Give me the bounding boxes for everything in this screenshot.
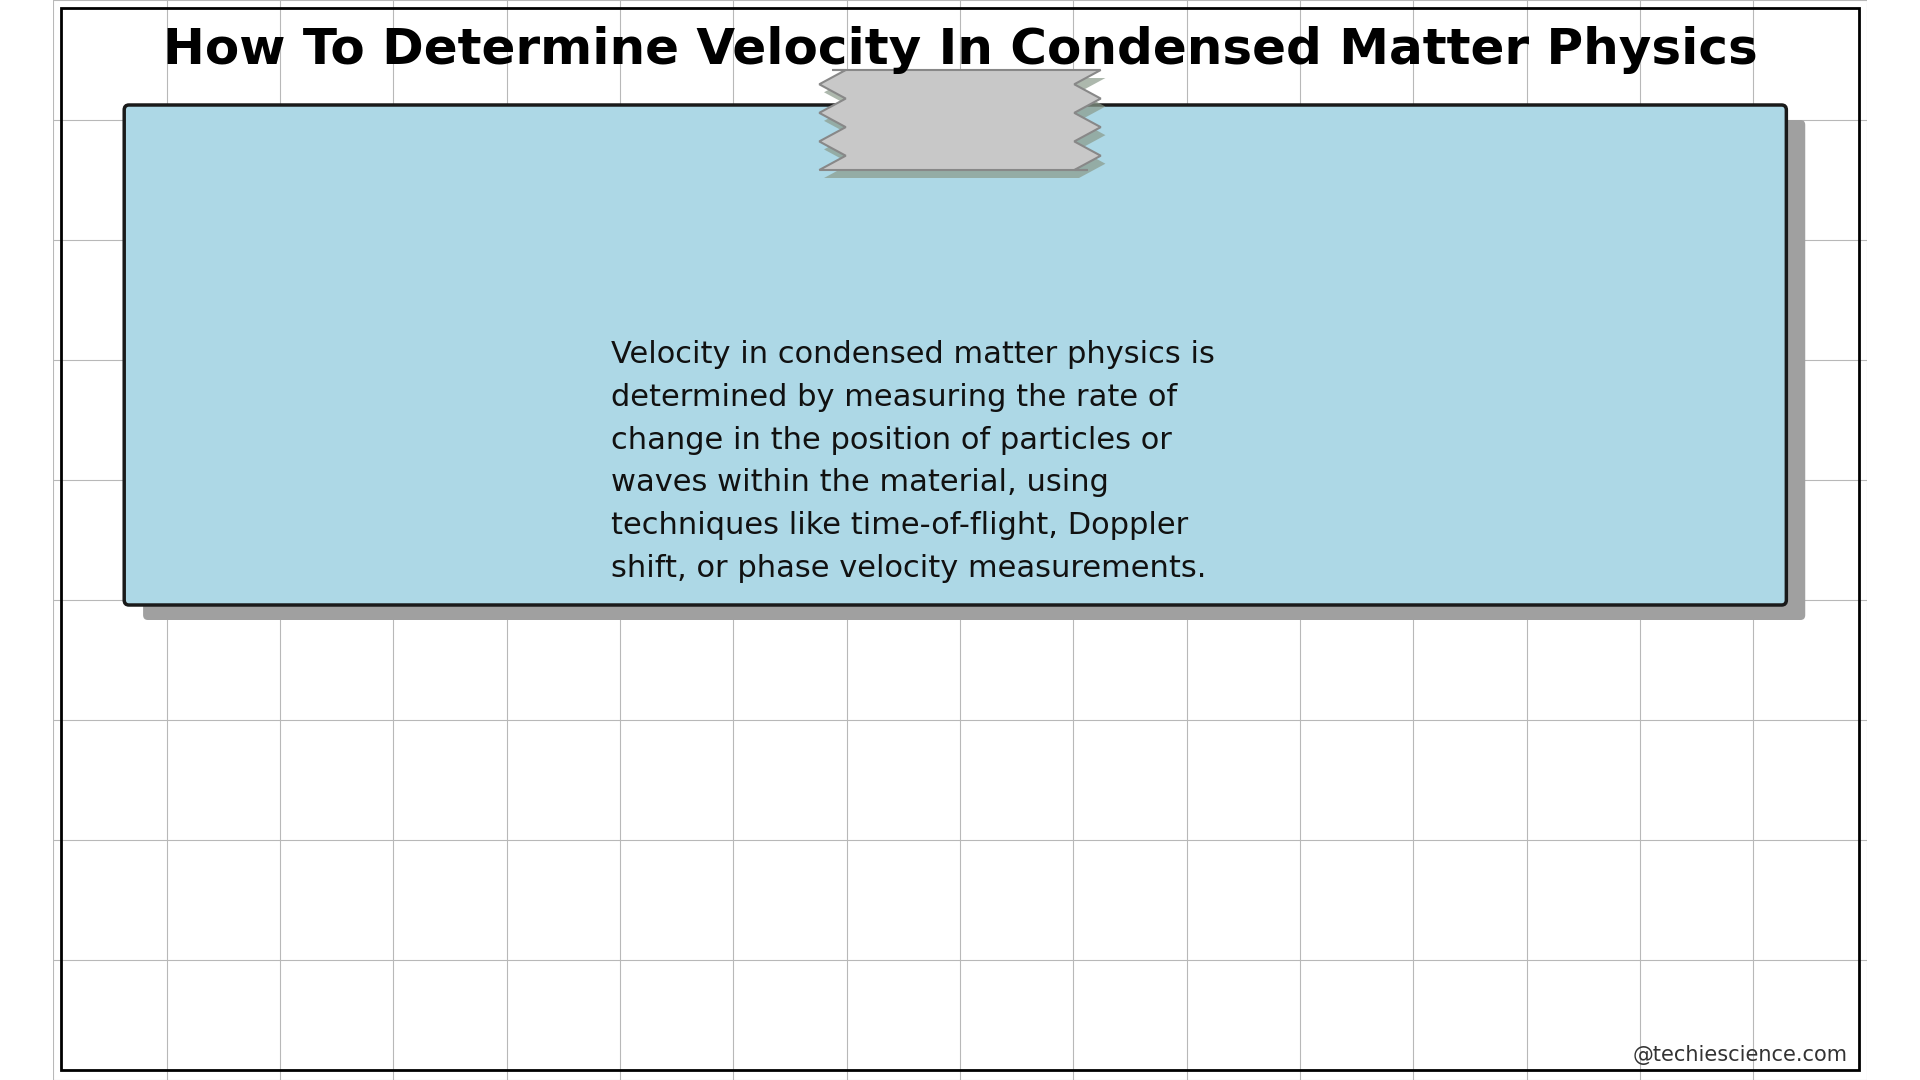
FancyBboxPatch shape (144, 120, 1805, 620)
Text: Velocity in condensed matter physics is
determined by measuring the rate of
chan: Velocity in condensed matter physics is … (611, 340, 1215, 583)
Text: How To Determine Velocity In Condensed Matter Physics: How To Determine Velocity In Condensed M… (163, 26, 1757, 75)
FancyBboxPatch shape (125, 105, 1786, 605)
Polygon shape (824, 78, 1106, 178)
Text: @techiescience.com: @techiescience.com (1632, 1045, 1847, 1065)
Polygon shape (820, 70, 1100, 170)
